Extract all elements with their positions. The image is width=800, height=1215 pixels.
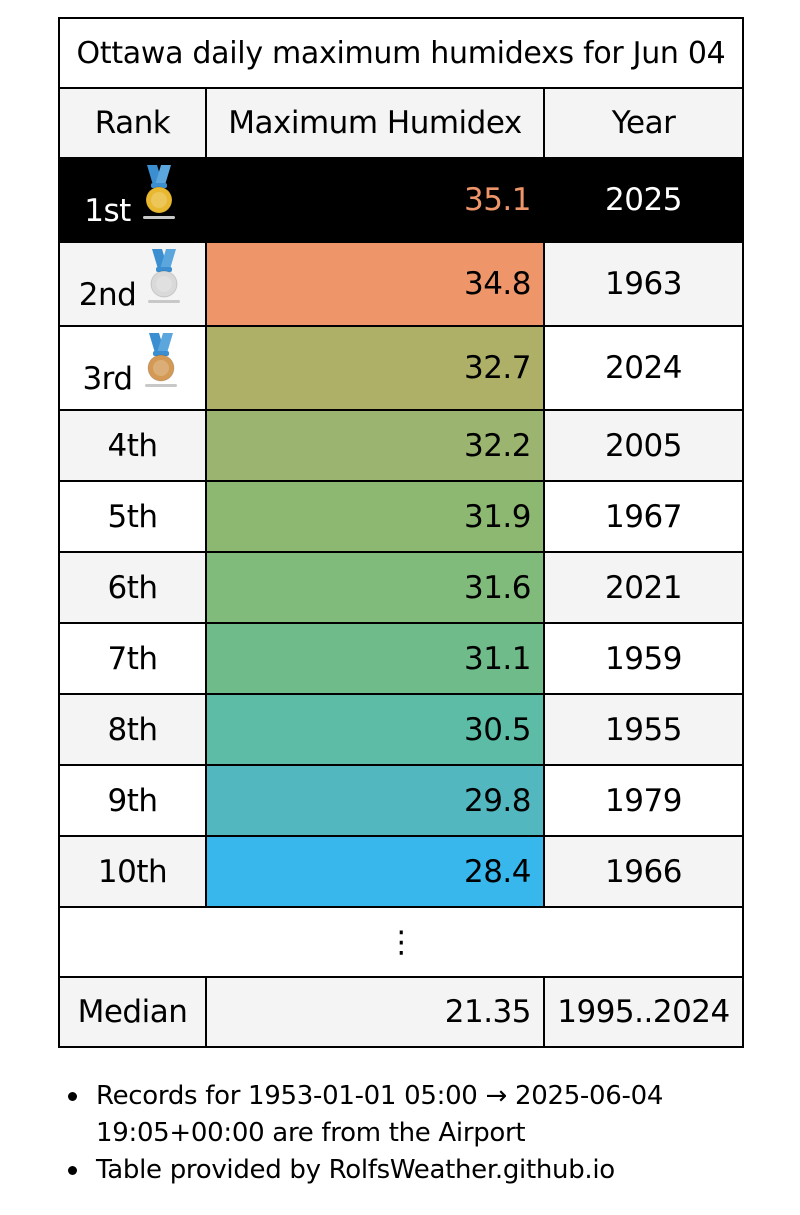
table-row: 1st 35.1 2025: [58, 157, 745, 243]
humidex-value-cell: 30.5: [205, 693, 545, 766]
median-label: Median: [58, 976, 207, 1048]
humidex-value-cell: 31.6: [205, 551, 545, 624]
silver-medal-icon: [142, 247, 186, 305]
humidex-value-cell: 32.2: [205, 409, 545, 482]
humidex-value-cell: 32.7: [205, 325, 545, 411]
rank-cell: 8th: [58, 693, 207, 766]
notes-list: Records for 1953-01-01 05:00 → 2025-06-0…: [64, 1078, 736, 1189]
humidex-rank-table: Ottawa daily maximum humidexs for Jun 04…: [57, 17, 745, 1048]
rank-label: 3rd: [82, 361, 133, 397]
rank-cell: 9th: [58, 764, 207, 837]
table-row: 9th 29.8 1979: [58, 764, 745, 837]
year-cell: 2021: [542, 551, 745, 624]
year-cell: 1959: [542, 622, 745, 695]
year-cell: 1963: [542, 241, 745, 327]
note-table-credit: Table provided by RolfsWeather.github.io: [68, 1152, 736, 1189]
table-row: 4th 32.2 2005: [58, 409, 745, 482]
humidex-value-cell: 31.9: [205, 480, 545, 553]
rank-cell: 2nd: [58, 241, 207, 327]
note-records-source: Records for 1953-01-01 05:00 → 2025-06-0…: [68, 1078, 736, 1152]
table-row: 7th 31.1 1959: [58, 622, 745, 695]
median-value: 21.35: [205, 976, 545, 1048]
table-row: 8th 30.5 1955: [58, 693, 745, 766]
header-maximum-humidex: Maximum Humidex: [205, 87, 545, 159]
header-year: Year: [542, 87, 745, 159]
rank-cell: 5th: [58, 480, 207, 553]
table-row: 10th 28.4 1966: [58, 835, 745, 908]
rank-label: 1st: [84, 193, 131, 229]
humidex-value-cell: 34.8: [205, 241, 545, 327]
table-title: Ottawa daily maximum humidexs for Jun 04: [57, 17, 745, 89]
header-rank: Rank: [58, 87, 207, 159]
bronze-medal-icon: [139, 331, 183, 389]
rank-cell: 7th: [58, 622, 207, 695]
gold-medal-icon: [137, 163, 181, 221]
year-cell: 1979: [542, 764, 745, 837]
humidex-value-cell: 29.8: [205, 764, 545, 837]
humidex-value-cell: 35.1: [205, 157, 545, 243]
year-cell: 1966: [542, 835, 745, 908]
rank-cell: 3rd: [58, 325, 207, 411]
table-row: 5th 31.9 1967: [58, 480, 745, 553]
ellipsis-row: ⋮: [57, 906, 745, 978]
humidex-value-cell: 31.1: [205, 622, 545, 695]
year-cell: 2025: [542, 157, 745, 243]
year-cell: 2024: [542, 325, 745, 411]
table-row: 3rd 32.7 2024: [58, 325, 745, 411]
humidex-value-cell: 28.4: [205, 835, 545, 908]
year-cell: 1967: [542, 480, 745, 553]
rank-label: 2nd: [78, 277, 137, 313]
table-row: 2nd 34.8 1963: [58, 241, 745, 327]
rank-cell: 6th: [58, 551, 207, 624]
table-row: 6th 31.6 2021: [58, 551, 745, 624]
rank-cell: 10th: [58, 835, 207, 908]
median-years: 1995..2024: [542, 976, 745, 1048]
year-cell: 1955: [542, 693, 745, 766]
year-cell: 2005: [542, 409, 745, 482]
rank-cell: 4th: [58, 409, 207, 482]
rank-cell: 1st: [58, 157, 207, 243]
